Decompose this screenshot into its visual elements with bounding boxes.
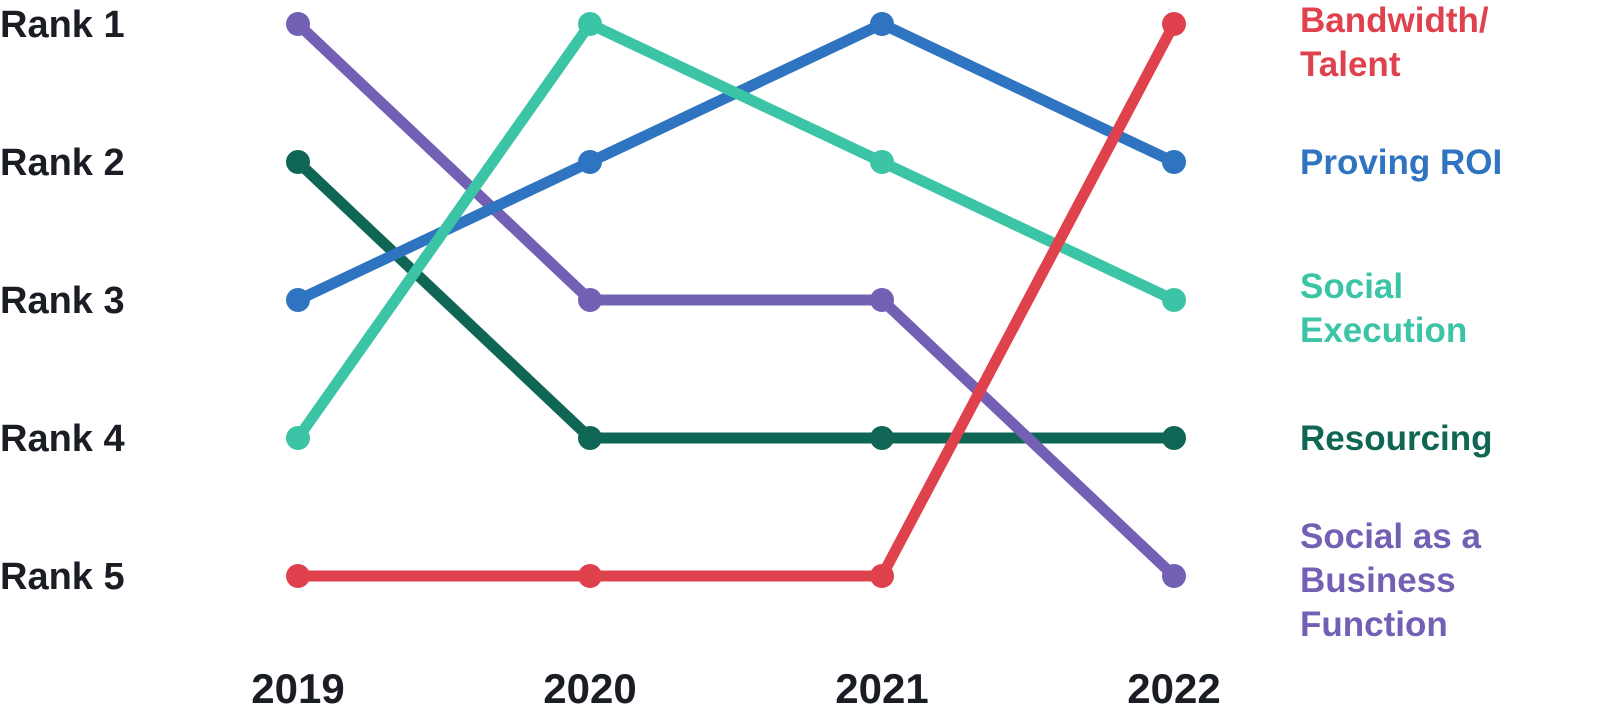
legend-label-line: Function xyxy=(1300,605,1448,644)
y-tick-label-rank-1: Rank 1 xyxy=(0,4,125,46)
legend: Bandwidth/Talent Proving ROI Social Executi… xyxy=(1300,1,1502,644)
data-point-social-as-a-business-function-2019 xyxy=(286,12,310,36)
x-axis-labels: 2019 2020 2021 2022 xyxy=(251,665,1220,712)
data-point-bandwidth-talent-2021 xyxy=(870,564,894,588)
data-point-resourcing-2019 xyxy=(286,150,310,174)
legend-label-proving-roi: Proving ROI xyxy=(1300,143,1502,182)
data-point-resourcing-2022 xyxy=(1162,426,1186,450)
data-point-social-execution-2020 xyxy=(578,12,602,36)
legend-label-line: Social as a xyxy=(1300,517,1481,556)
legend-label-line: Bandwidth/ xyxy=(1300,1,1489,40)
data-point-proving-roi-2020 xyxy=(578,150,602,174)
series-points xyxy=(286,12,1186,588)
data-point-social-execution-2021 xyxy=(870,150,894,174)
legend-label-line: Social xyxy=(1300,267,1403,306)
data-point-social-as-a-business-function-2022 xyxy=(1162,564,1186,588)
legend-label-line: Business xyxy=(1300,561,1456,600)
y-tick-label-rank-5: Rank 5 xyxy=(0,556,125,598)
x-tick-label-2020: 2020 xyxy=(543,665,636,712)
data-point-proving-roi-2021 xyxy=(870,12,894,36)
legend-label-line: Execution xyxy=(1300,311,1467,350)
series-line-social-as-a-business-function xyxy=(292,18,1180,582)
data-point-resourcing-2021 xyxy=(870,426,894,450)
data-point-bandwidth-talent-2022 xyxy=(1162,12,1186,36)
legend-label-social-as-a-business-function: Social as a Business Function xyxy=(1300,517,1481,644)
series-line-social-execution xyxy=(292,18,1180,444)
data-point-proving-roi-2022 xyxy=(1162,150,1186,174)
legend-label-line: Resourcing xyxy=(1300,419,1493,458)
series-lines xyxy=(292,18,1180,582)
y-axis-labels: Rank 1 Rank 2 Rank 3 Rank 4 Rank 5 xyxy=(0,4,125,598)
series-line-bandwidth-talent xyxy=(292,18,1180,582)
data-point-proving-roi-2019 xyxy=(286,288,310,312)
legend-label-resourcing: Resourcing xyxy=(1300,419,1493,458)
data-point-resourcing-2020 xyxy=(578,426,602,450)
data-point-bandwidth-talent-2020 xyxy=(578,564,602,588)
data-point-social-execution-2019 xyxy=(286,426,310,450)
legend-label-social-execution: Social Execution xyxy=(1300,267,1467,350)
x-tick-label-2022: 2022 xyxy=(1127,665,1220,712)
legend-label-bandwidth-talent: Bandwidth/Talent xyxy=(1300,1,1489,84)
data-point-social-as-a-business-function-2020 xyxy=(578,288,602,312)
x-tick-label-2021: 2021 xyxy=(835,665,928,712)
legend-label-line: Talent xyxy=(1300,45,1401,84)
data-point-bandwidth-talent-2019 xyxy=(286,564,310,588)
data-point-social-as-a-business-function-2021 xyxy=(870,288,894,312)
y-tick-label-rank-2: Rank 2 xyxy=(0,142,125,184)
y-tick-label-rank-4: Rank 4 xyxy=(0,418,125,460)
y-tick-label-rank-3: Rank 3 xyxy=(0,280,125,322)
data-point-social-execution-2022 xyxy=(1162,288,1186,312)
legend-label-line: Proving ROI xyxy=(1300,143,1502,182)
x-tick-label-2019: 2019 xyxy=(251,665,344,712)
